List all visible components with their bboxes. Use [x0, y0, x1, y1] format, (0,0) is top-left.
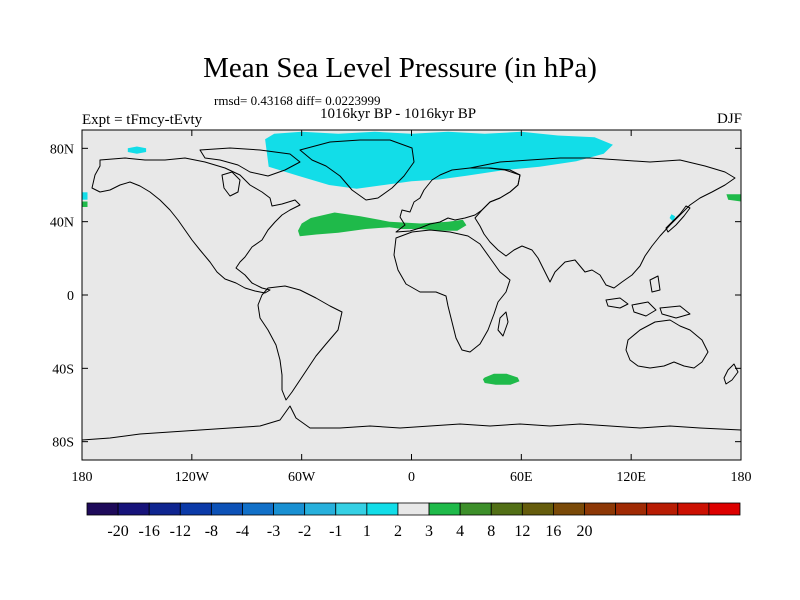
colorbar-swatch-1	[117, 502, 150, 516]
y-tick-label-3: 40S	[52, 362, 74, 377]
x-axis: 180 120W 60W 0 60E 120E 180	[72, 130, 752, 485]
colorbar-label-10: 3	[425, 523, 433, 540]
colorbar-swatch-18	[646, 502, 679, 516]
colorbar-label-6: -2	[298, 523, 311, 540]
anomaly-region-1	[127, 146, 147, 154]
x-tick-label-1: 120W	[175, 470, 210, 485]
season-label: DJF	[716, 111, 742, 127]
coastline-south-america	[257, 285, 343, 401]
colorbar-swatch-19	[677, 502, 710, 516]
colorbar-swatch-11	[428, 502, 461, 516]
colorbar: -20 -16 -12 -8 -4 -3 -2 -1 1 2 3 4 8 12 16 20	[86, 502, 741, 540]
anomaly-region-0	[265, 131, 613, 189]
colorbar-label-14: 16	[545, 523, 561, 540]
coastline-japan	[665, 205, 691, 233]
anomaly-layer	[82, 131, 741, 385]
coastline-hudson-bay	[221, 171, 241, 197]
colorbar-label-3: -8	[205, 523, 218, 540]
colorbar-label-5: -3	[267, 523, 280, 540]
y-axis: 80N 40N 0 40S 80S	[50, 142, 741, 451]
colorbar-swatch-12	[459, 502, 492, 516]
colorbar-label-0: -20	[107, 523, 128, 540]
colorbar-label-13: 12	[514, 523, 530, 540]
anomaly-region-7	[82, 201, 88, 207]
coastline-asia	[469, 157, 736, 289]
colorbar-swatch-17	[615, 502, 648, 516]
x-tick-label-2: 60W	[288, 470, 316, 485]
colorbar-label-15: 20	[577, 523, 593, 540]
colorbar-swatch-7	[304, 502, 337, 516]
colorbar-swatch-9	[366, 502, 399, 516]
anomaly-region-2	[82, 192, 88, 200]
colorbar-swatch-6	[273, 502, 306, 516]
colorbar-label-12: 8	[487, 523, 495, 540]
coastline-australia	[625, 319, 709, 369]
x-tick-label-0: 180	[72, 470, 93, 485]
x-tick-label-3: 0	[408, 470, 415, 485]
colorbar-label-1: -16	[139, 523, 160, 540]
experiment-label: Expt = tFmcy-tEvty	[82, 112, 203, 128]
colorbar-label-2: -12	[170, 523, 191, 540]
colorbar-label-8: 1	[363, 523, 371, 540]
colorbar-swatch-13	[490, 502, 523, 516]
colorbar-swatch-16	[584, 502, 617, 516]
colorbar-swatch-10	[397, 502, 430, 516]
coastline-north-america	[91, 157, 301, 294]
anomaly-region-4	[298, 212, 467, 237]
colorbar-swatch-2	[148, 502, 181, 516]
rmsd-diff-stats: rmsd= 0.43168 diff= 0.0223999	[214, 93, 381, 108]
coastline-africa	[393, 229, 511, 353]
anomaly-region-6	[726, 194, 741, 202]
coastlines	[82, 139, 741, 441]
coastline-madagascar	[497, 311, 509, 337]
x-tick-label-5: 120E	[616, 470, 646, 485]
x-tick-label-4: 60E	[510, 470, 533, 485]
colorbar-swatch-20	[708, 502, 741, 516]
chart-title: Mean Sea Level Pressure (in hPa)	[203, 52, 597, 84]
colorbar-swatch-0	[86, 502, 119, 516]
plot-background	[82, 130, 741, 460]
colorbar-swatch-15	[553, 502, 585, 516]
y-tick-label-4: 80S	[52, 436, 74, 451]
y-tick-label-1: 40N	[50, 216, 74, 231]
x-tick-label-6: 180	[731, 470, 752, 485]
anomaly-region-5	[482, 373, 520, 385]
coastline-greenland	[299, 139, 415, 201]
colorbar-label-9: 2	[394, 523, 402, 540]
colorbar-swatch-14	[521, 502, 554, 516]
colorbar-label-11: 4	[456, 523, 464, 540]
coastline-southeast-asia-islands	[605, 275, 691, 319]
colorbar-label-4: -4	[236, 523, 249, 540]
period-label: 1016kyr BP - 1016kyr BP	[320, 106, 477, 122]
colorbar-label-7: -1	[329, 523, 342, 540]
y-tick-label-0: 80N	[50, 142, 74, 157]
coastline-antarctica	[82, 405, 741, 441]
y-tick-label-2: 0	[67, 289, 74, 304]
colorbar-swatch-8	[335, 502, 368, 516]
coastline-arctic-islands	[199, 147, 301, 177]
coastline-new-zealand	[723, 363, 739, 385]
colorbar-swatch-4	[210, 502, 243, 516]
colorbar-swatch-3	[179, 502, 212, 516]
colorbar-swatch-5	[242, 502, 274, 516]
